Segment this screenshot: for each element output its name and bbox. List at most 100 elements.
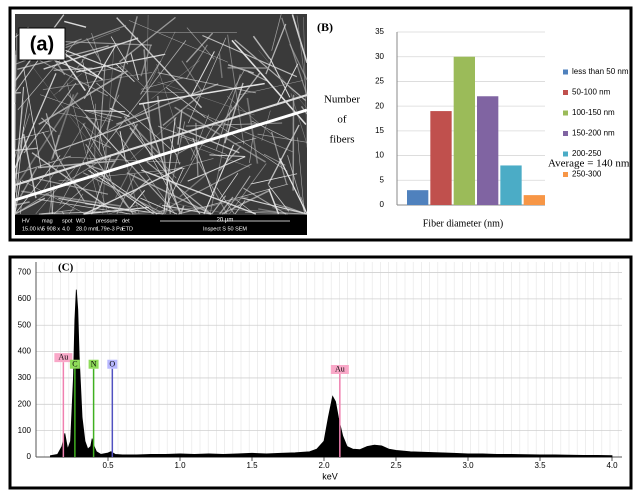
x-tick-label: 2.0	[318, 461, 330, 470]
fiber	[271, 131, 288, 185]
info-value: ETD	[122, 226, 133, 232]
fiber	[238, 80, 303, 96]
label-box	[18, 27, 66, 61]
fiber	[153, 158, 214, 175]
fiber	[150, 202, 162, 215]
fiber	[91, 154, 112, 215]
fiber	[109, 107, 130, 118]
info-header: det	[122, 218, 130, 224]
x-tick-label: 1.5	[246, 461, 258, 470]
x-axis-label: Fiber diameter (nm)	[423, 218, 504, 229]
info-header: mag	[42, 218, 53, 224]
y-tick-label: 400	[18, 347, 32, 356]
fiber	[147, 14, 149, 72]
fiber	[43, 37, 139, 70]
fiber	[83, 172, 165, 215]
fiber	[14, 126, 24, 210]
fiber	[157, 72, 256, 94]
info-bar	[15, 215, 307, 235]
fiber	[181, 60, 202, 91]
fiber	[218, 53, 223, 78]
peak-label-box	[330, 364, 349, 374]
fiber	[229, 209, 308, 215]
info-scale: 20 µm	[217, 218, 234, 224]
info-header: pressure	[96, 218, 117, 224]
fiber	[243, 187, 287, 215]
fiber	[85, 143, 134, 215]
fiber	[268, 188, 280, 215]
fiber	[98, 62, 106, 151]
y-tick-label: 35	[375, 27, 384, 36]
y-tick-label: 25	[375, 77, 384, 86]
legend-swatch	[563, 172, 568, 177]
fiber	[211, 195, 227, 215]
legend-label: 100-150 nm	[572, 108, 615, 117]
fiber	[17, 92, 79, 184]
fiber	[289, 43, 308, 81]
fiber	[20, 50, 105, 163]
info-value: 4.0	[62, 226, 70, 232]
y-axis-label: of	[337, 114, 347, 126]
fiber	[76, 53, 166, 73]
fiber	[41, 117, 57, 133]
y-tick-label: 5	[380, 175, 385, 184]
fiber	[14, 147, 38, 151]
fiber	[31, 152, 110, 209]
fiber	[180, 205, 185, 215]
y-tick-label: 200	[18, 399, 32, 408]
chart-title: (C)	[58, 262, 74, 274]
x-tick-label: 0.5	[102, 461, 114, 470]
fiber	[191, 51, 215, 96]
fiber	[166, 87, 206, 118]
info-instrument: Inspect S 50 SEM	[203, 226, 247, 232]
chart-title: (B)	[317, 20, 333, 34]
y-tick-label: 15	[375, 126, 384, 135]
fiber	[174, 106, 266, 163]
fiber	[300, 197, 308, 215]
panel-label: (a)	[30, 33, 54, 55]
legend-swatch	[563, 151, 568, 157]
fiber	[234, 39, 307, 101]
fiber	[83, 44, 117, 99]
fiber	[89, 137, 111, 149]
legend-label: 200-250	[572, 149, 602, 158]
y-tick-label: 100	[18, 426, 32, 435]
fiber	[68, 193, 84, 215]
legend-label: 150-200 nm	[572, 129, 615, 138]
fiber	[190, 114, 209, 161]
fiber	[287, 155, 306, 215]
legend-label: less than 50 nm	[572, 67, 629, 76]
fiber	[102, 40, 187, 148]
fiber	[202, 34, 298, 78]
fiber	[21, 179, 86, 215]
fiber	[85, 116, 172, 210]
fiber	[192, 137, 214, 197]
legend-label: 250-300	[572, 170, 602, 179]
y-tick-label: 30	[375, 52, 384, 61]
fiber	[38, 211, 102, 215]
fiber	[89, 154, 109, 215]
fiber	[247, 71, 267, 82]
info-header: spot	[62, 218, 73, 224]
fiber	[271, 14, 282, 51]
fiber	[14, 155, 72, 175]
fiber	[14, 33, 17, 158]
fiber	[246, 97, 259, 164]
fiber	[221, 190, 270, 215]
fiber	[19, 167, 38, 197]
fiber	[42, 131, 85, 202]
fiber	[227, 64, 254, 74]
fiber	[219, 172, 239, 200]
fiber	[116, 83, 219, 125]
fiber	[70, 113, 110, 148]
annotation: Average = 140 nm	[548, 158, 630, 170]
fiber	[58, 54, 88, 92]
fiber	[140, 44, 152, 77]
fiber	[58, 48, 104, 81]
fiber	[14, 108, 308, 202]
fiber	[268, 185, 290, 212]
fiber	[14, 94, 308, 186]
legend-swatch	[563, 69, 568, 75]
y-tick-label: 10	[375, 151, 384, 160]
y-tick-label: 700	[18, 268, 32, 277]
